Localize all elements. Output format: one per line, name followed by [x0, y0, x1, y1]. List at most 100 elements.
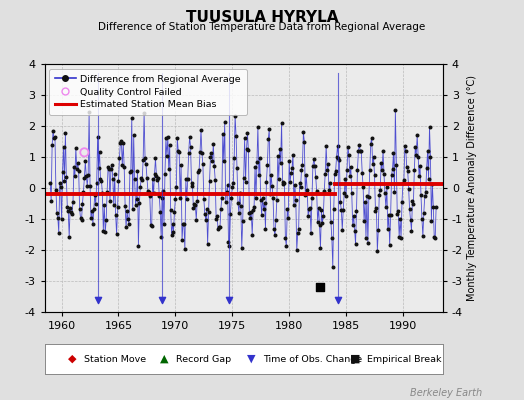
Point: [357, 148, 365, 154]
Point: [113, 204, 122, 210]
Point: [301, 191, 310, 198]
Point: [342, 193, 350, 199]
Point: [239, 175, 248, 182]
Point: [93, 180, 101, 186]
Point: [53, 210, 61, 216]
Point: [168, 221, 177, 227]
Point: [267, 172, 275, 178]
Point: [82, 172, 91, 179]
Text: Record Gap: Record Gap: [176, 354, 231, 364]
Point: [187, 144, 195, 150]
Point: [161, 170, 169, 177]
Point: [207, 150, 215, 156]
Point: [275, 176, 283, 182]
Point: [332, 168, 340, 174]
Point: [84, 172, 92, 179]
Point: [233, 165, 241, 171]
Point: [57, 184, 65, 190]
Point: [183, 176, 192, 182]
Text: Time of Obs. Change: Time of Obs. Change: [264, 354, 363, 364]
Point: [192, 216, 201, 223]
Point: [93, 134, 102, 140]
Point: [263, 162, 271, 168]
Point: [423, 148, 432, 154]
Point: [126, 169, 134, 175]
Point: [277, 160, 285, 166]
Point: [145, 188, 153, 195]
Point: [187, 180, 195, 187]
Point: [424, 176, 433, 182]
Point: [292, 247, 301, 253]
Point: [370, 172, 379, 178]
Point: [401, 142, 409, 149]
Point: [182, 196, 191, 202]
Point: [366, 140, 375, 147]
Point: [107, 166, 115, 172]
Point: [211, 177, 220, 183]
Point: [102, 217, 111, 223]
Point: [150, 171, 159, 177]
Point: [257, 197, 265, 203]
Point: [430, 234, 439, 240]
Point: [343, 166, 351, 173]
Point: [256, 155, 264, 162]
Point: [376, 187, 385, 194]
Point: [143, 175, 151, 181]
Point: [274, 153, 282, 159]
Point: [133, 196, 141, 202]
Point: [159, 188, 167, 194]
Point: [81, 158, 90, 165]
Point: [340, 190, 348, 197]
Point: [106, 198, 114, 204]
Point: [334, 296, 342, 303]
Point: [270, 226, 278, 232]
Point: [227, 195, 235, 201]
Point: [46, 180, 54, 186]
Text: Station Move: Station Move: [84, 354, 147, 364]
Point: [228, 184, 236, 190]
Point: [412, 152, 420, 158]
Point: [297, 167, 305, 174]
Point: [129, 132, 138, 138]
Point: [206, 154, 215, 160]
Text: ◆: ◆: [68, 354, 77, 364]
Point: [374, 227, 383, 233]
Point: [326, 219, 335, 225]
Point: [388, 166, 397, 172]
Point: [152, 172, 161, 179]
Legend: Difference from Regional Average, Quality Control Failed, Estimated Station Mean: Difference from Regional Average, Qualit…: [49, 69, 247, 115]
Point: [99, 228, 107, 234]
Point: [97, 178, 106, 184]
Point: [117, 138, 126, 144]
Point: [325, 187, 333, 193]
Point: [175, 149, 183, 155]
Point: [198, 150, 206, 156]
Text: Difference of Station Temperature Data from Regional Average: Difference of Station Temperature Data f…: [99, 22, 425, 32]
Point: [316, 245, 325, 252]
Point: [242, 146, 250, 152]
Point: [266, 190, 275, 197]
Point: [372, 205, 380, 212]
Point: [390, 189, 399, 195]
Point: [60, 178, 69, 184]
Point: [271, 232, 279, 238]
Point: [124, 216, 132, 222]
Point: [406, 217, 414, 223]
Point: [416, 163, 424, 169]
Point: [389, 150, 398, 156]
Point: [365, 194, 373, 200]
Point: [133, 168, 141, 174]
Point: [80, 175, 89, 182]
Point: [396, 216, 405, 222]
Point: [158, 296, 166, 303]
Point: [249, 206, 257, 213]
Point: [338, 226, 346, 233]
Point: [201, 210, 209, 217]
Point: [146, 193, 154, 199]
Point: [378, 167, 386, 173]
Point: [238, 217, 247, 224]
Point: [278, 179, 287, 186]
Point: [123, 208, 131, 215]
Point: [364, 240, 372, 246]
Point: [169, 228, 178, 235]
